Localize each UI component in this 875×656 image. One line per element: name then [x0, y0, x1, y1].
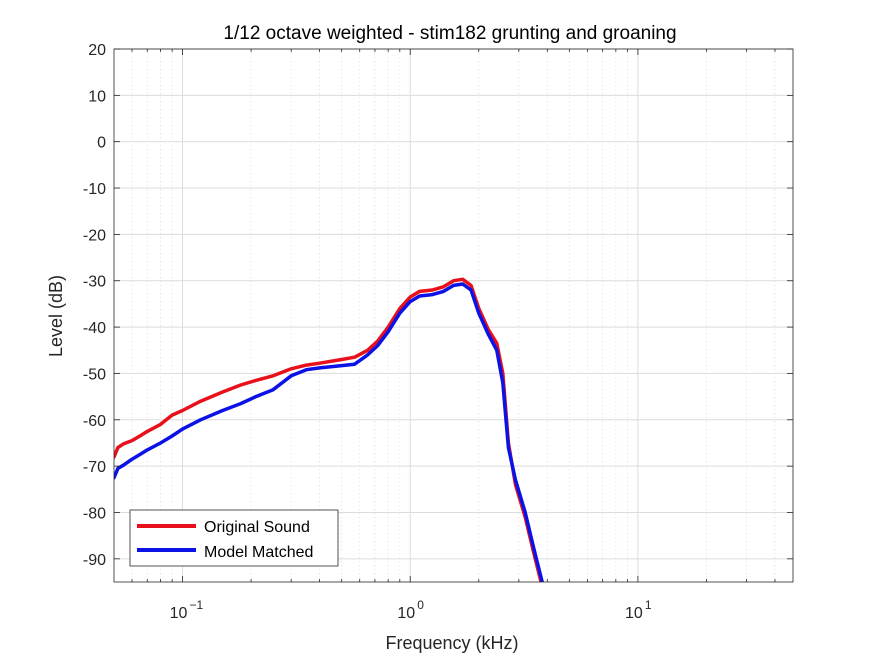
- y-tick-label: -70: [83, 459, 106, 476]
- ticks: 10 −1 10 0 10 120100-10-20-30-40-50-60-70-80-…: [83, 42, 793, 622]
- y-tick-label: -90: [83, 552, 106, 569]
- x-tick-exponent: −1: [190, 598, 204, 612]
- y-tick-label: 10: [88, 88, 106, 105]
- y-tick-label: -60: [83, 413, 106, 430]
- legend-label-original: Original Sound: [204, 519, 310, 536]
- y-tick-label: 0: [97, 135, 106, 152]
- plot-area: [114, 49, 793, 582]
- x-tick-exponent: 0: [417, 598, 424, 612]
- series-line-model-matched: [114, 282, 544, 582]
- y-tick-label: -20: [83, 227, 106, 244]
- series-line-original-sound: [114, 277, 543, 582]
- x-tick-base: 10: [397, 605, 415, 622]
- x-tick-base: 10: [625, 605, 643, 622]
- x-tick-label: 10 −1: [170, 598, 204, 622]
- chart-title: 1/12 octave weighted - stim182 grunting …: [223, 23, 676, 44]
- y-tick-label: 20: [88, 42, 106, 59]
- legend-box: [129, 509, 339, 567]
- x-tick-base: 10: [170, 605, 188, 622]
- plot-frame: [113, 48, 794, 583]
- legend[interactable]: Original Sound Model Matched: [129, 509, 339, 567]
- series-layer: [114, 277, 544, 582]
- y-tick-label: -30: [83, 274, 106, 291]
- y-axis-label: Level (dB): [46, 275, 66, 357]
- x-tick-exponent: 1: [645, 598, 652, 612]
- x-tick-label: 10 0: [397, 598, 424, 622]
- x-tick-label: 10 1: [625, 598, 652, 622]
- y-tick-label: -40: [83, 320, 106, 337]
- grid: [114, 48, 793, 582]
- legend-label-model: Model Matched: [204, 544, 313, 561]
- y-tick-label: -10: [83, 181, 106, 198]
- y-tick-label: -50: [83, 366, 106, 383]
- y-tick-label: -80: [83, 505, 106, 522]
- x-axis-label: Frequency (kHz): [385, 633, 518, 653]
